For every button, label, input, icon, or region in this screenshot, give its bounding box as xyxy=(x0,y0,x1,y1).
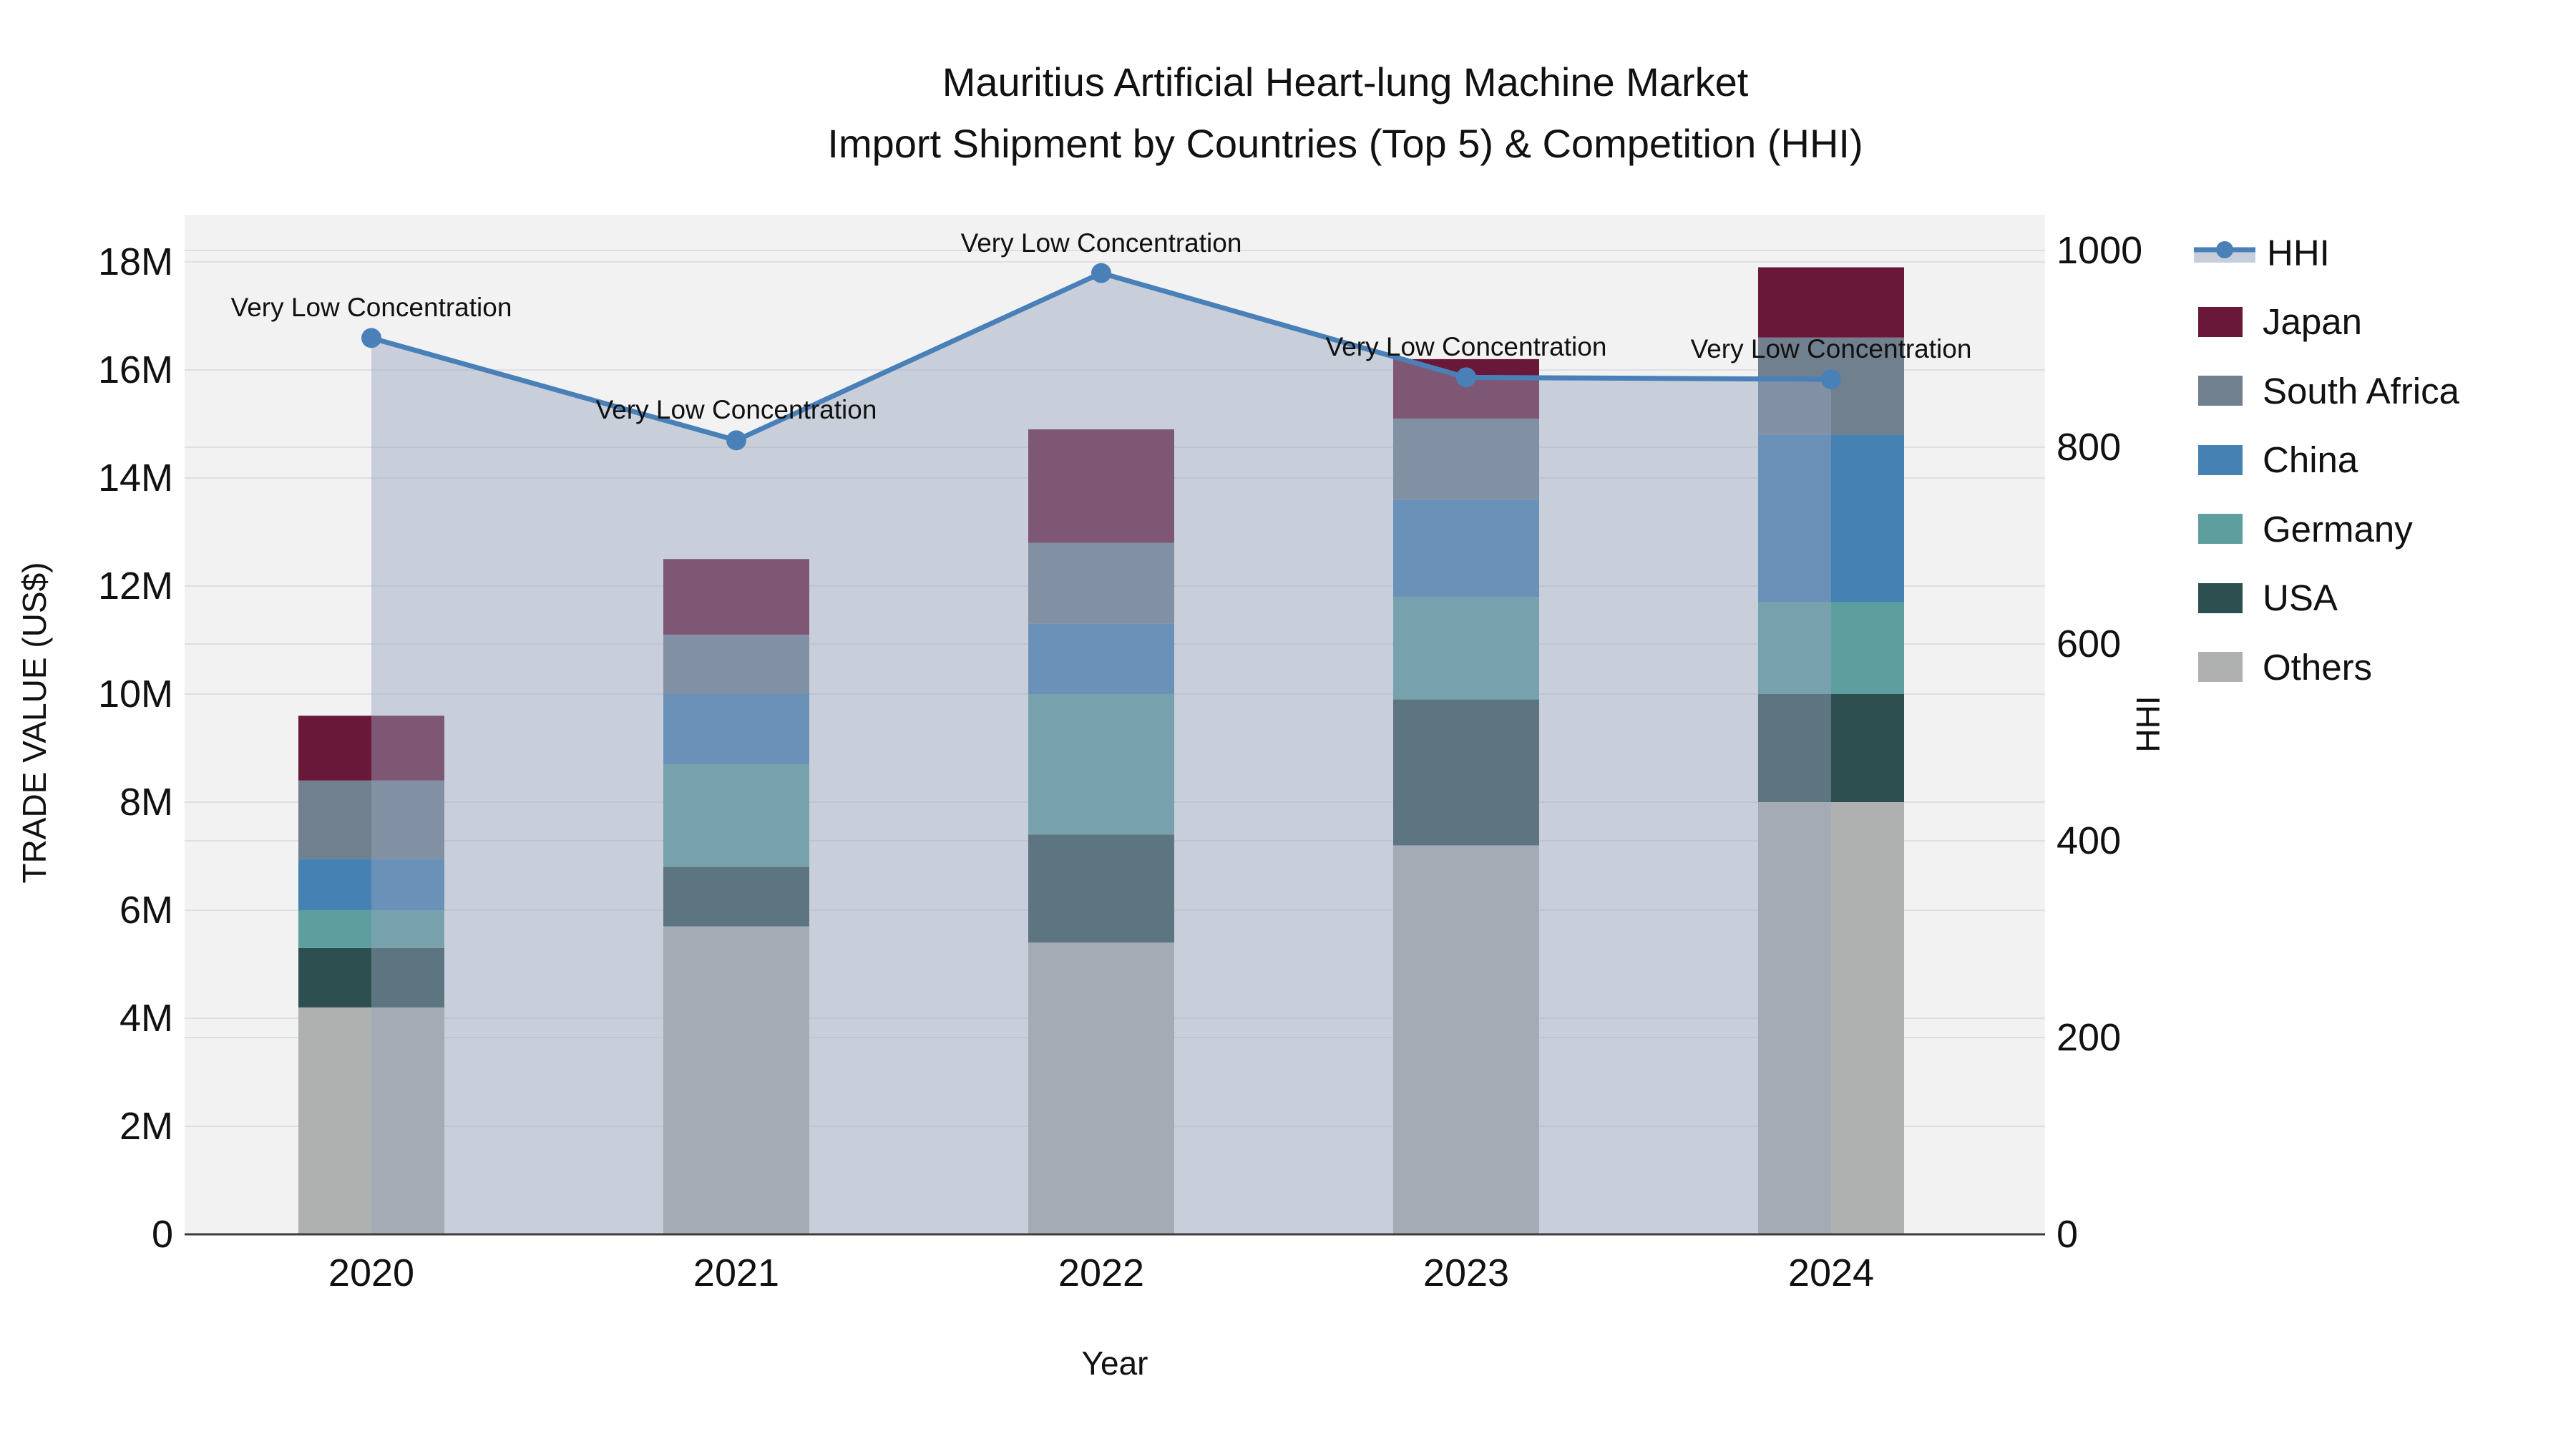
x-tick-2023: 2023 xyxy=(1423,1252,1510,1294)
legend-swatch-china xyxy=(2198,444,2243,475)
right-tick-600: 600 xyxy=(2057,623,2122,665)
bar-segment-2024-china xyxy=(1758,434,1904,602)
left-tick-16M: 16M xyxy=(97,348,173,391)
x-tick-2024: 2024 xyxy=(1787,1252,1875,1294)
bar-segment-2023-south-africa xyxy=(1393,418,1539,500)
hhi-line-swatch-icon xyxy=(2194,237,2255,268)
bar-segment-2020-japan xyxy=(298,716,444,781)
legend-swatch-south-africa xyxy=(2198,376,2243,406)
legend-swatch-japan xyxy=(2198,306,2243,337)
bar-segment-2020-usa xyxy=(298,947,444,1008)
bar-segment-2022-south-africa xyxy=(1028,542,1174,624)
legend-label-japan: Japan xyxy=(2263,301,2362,342)
right-tick-200: 200 xyxy=(2057,1016,2122,1059)
hhi-marker-2020 xyxy=(361,328,381,348)
bar-segment-2021-others xyxy=(663,926,809,1234)
left-tick-0: 0 xyxy=(151,1213,173,1256)
bar-segment-2023-china xyxy=(1393,499,1539,597)
bar-segment-2022-others xyxy=(1028,942,1174,1234)
x-axis-label: Year xyxy=(1081,1345,1148,1382)
legend-item-germany: Germany xyxy=(2198,504,2413,554)
right-tick-0: 0 xyxy=(2057,1213,2079,1256)
annotation-2022: Very Low Concentration xyxy=(960,228,1242,258)
annotation-2021: Very Low Concentration xyxy=(595,395,877,425)
bar-segment-2024-germany xyxy=(1758,602,1904,694)
annotation-2023: Very Low Concentration xyxy=(1325,332,1607,362)
legend-item-japan: Japan xyxy=(2198,297,2362,347)
legend-swatch-others xyxy=(2198,652,2243,682)
hhi-marker-2022 xyxy=(1091,263,1111,283)
right-tick-1000: 1000 xyxy=(2057,229,2143,272)
left-tick-2M: 2M xyxy=(119,1105,173,1148)
bar-segment-2022-japan xyxy=(1028,429,1174,543)
legend-swatch-usa xyxy=(2198,582,2243,613)
left-axis-label: TRADE VALUE (US$) xyxy=(16,562,53,884)
bar-segment-2021-south-africa xyxy=(663,634,809,694)
annotation-2020: Very Low Concentration xyxy=(230,293,512,323)
legend-item-usa: USA xyxy=(2198,573,2338,623)
legend-item-hhi: HHI xyxy=(2194,228,2330,278)
annotation-2024: Very Low Concentration xyxy=(1690,334,1972,364)
bar-segment-2023-germany xyxy=(1393,597,1539,700)
bar-segment-2022-germany xyxy=(1028,694,1174,835)
left-tick-4M: 4M xyxy=(119,997,173,1040)
legend-swatch-germany xyxy=(2198,514,2243,544)
chart-title: Mauritius Artificial Heart-lung Machine … xyxy=(0,52,2576,175)
right-axis-label: HHI xyxy=(2129,696,2167,753)
bar-segment-2023-usa xyxy=(1393,699,1539,846)
bar-segment-2020-others xyxy=(298,1007,444,1234)
legend-label-china: China xyxy=(2263,439,2358,480)
left-tick-6M: 6M xyxy=(119,889,173,932)
bar-segment-2020-germany xyxy=(298,910,444,948)
x-tick-2021: 2021 xyxy=(693,1252,780,1294)
bar-segment-2021-germany xyxy=(663,764,809,867)
legend-label-south-africa: South Africa xyxy=(2263,370,2459,411)
bar-segment-2020-china xyxy=(298,859,444,910)
chart-title-line1: Mauritius Artificial Heart-lung Machine … xyxy=(942,59,1749,104)
hhi-area-fill xyxy=(371,273,1831,1234)
legend-label-usa: USA xyxy=(2263,577,2338,618)
bar-segment-2023-others xyxy=(1393,845,1539,1234)
legend-label-germany: Germany xyxy=(2263,508,2413,550)
legend-item-others: Others xyxy=(2198,642,2372,692)
x-tick-2020: 2020 xyxy=(328,1252,415,1294)
left-tick-12M: 12M xyxy=(97,565,173,608)
bar-segment-2024-japan xyxy=(1758,267,1904,338)
bar-segment-2022-china xyxy=(1028,623,1174,694)
chart-title-line2: Import Shipment by Countries (Top 5) & C… xyxy=(827,121,1863,166)
legend-label-others: Others xyxy=(2263,646,2373,688)
hhi-marker-2023 xyxy=(1456,367,1476,388)
right-tick-800: 800 xyxy=(2057,426,2122,469)
x-tick-2022: 2022 xyxy=(1058,1252,1145,1294)
bar-segment-2020-south-africa xyxy=(298,780,444,859)
bar-segment-2024-usa xyxy=(1758,694,1904,802)
left-tick-18M: 18M xyxy=(97,240,173,283)
legend-item-china: China xyxy=(2198,435,2358,485)
bar-segment-2024-others xyxy=(1758,802,1904,1234)
left-tick-10M: 10M xyxy=(97,673,173,716)
bar-segment-2021-usa xyxy=(663,867,809,927)
right-tick-400: 400 xyxy=(2057,819,2122,862)
left-tick-8M: 8M xyxy=(119,781,173,824)
bar-segment-2022-usa xyxy=(1028,834,1174,943)
bar-segment-2021-china xyxy=(663,694,809,765)
bar-segment-2021-japan xyxy=(663,559,809,635)
legend-item-south-africa: South Africa xyxy=(2198,366,2459,416)
hhi-marker-2024 xyxy=(1821,369,1841,390)
legend-label-hhi: HHI xyxy=(2267,232,2330,273)
left-tick-14M: 14M xyxy=(97,457,173,499)
hhi-marker-2021 xyxy=(726,430,746,451)
